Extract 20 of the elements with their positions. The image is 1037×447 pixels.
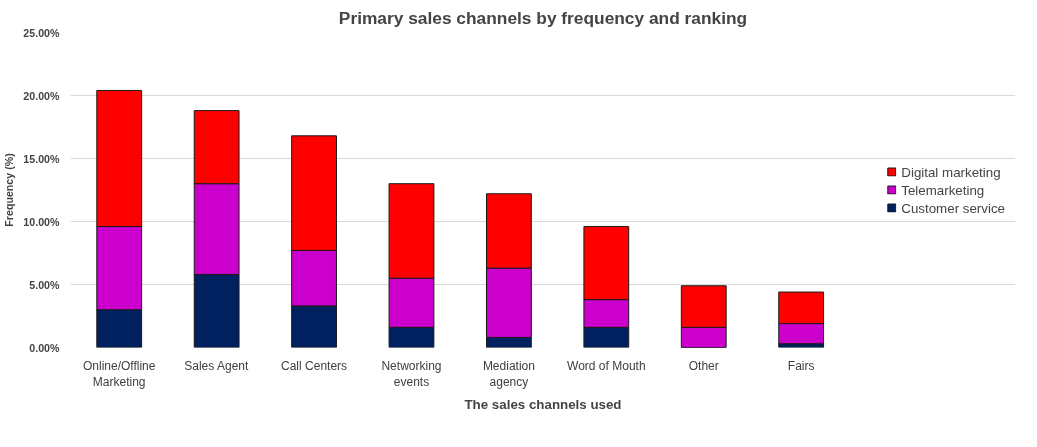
x-axis-title: The sales channels used xyxy=(464,397,622,413)
x-tick-label: Sales Agent xyxy=(184,358,249,373)
chart-title: Primary sales channels by frequency and ranking xyxy=(338,7,748,28)
x-tick-label: Word of Mouth xyxy=(567,358,646,373)
x-tick-label: Fairs xyxy=(787,358,815,373)
legend-label: Telemarketing xyxy=(901,182,985,197)
y-axis-title: Frequency (%) xyxy=(3,152,16,227)
y-tick-label: 10.00% xyxy=(23,215,61,228)
y-tick-label: 20.00% xyxy=(23,89,61,102)
legend-label: Customer service xyxy=(901,200,1005,215)
x-tick-label: Other xyxy=(688,358,719,373)
x-tick-label: Call Centers xyxy=(281,358,348,373)
y-tick-label: 15.00% xyxy=(23,152,61,165)
x-tick-label: Online/Offline Marketing xyxy=(82,358,156,390)
y-tick-label: 25.00% xyxy=(23,26,61,39)
legend-label: Digital marketing xyxy=(901,164,1001,179)
y-tick-label: 0.00% xyxy=(29,341,61,354)
x-tick-label: Networking events xyxy=(381,358,442,390)
x-tick-label: Mediation agency xyxy=(482,358,535,390)
y-tick-label: 5.00% xyxy=(29,278,61,291)
